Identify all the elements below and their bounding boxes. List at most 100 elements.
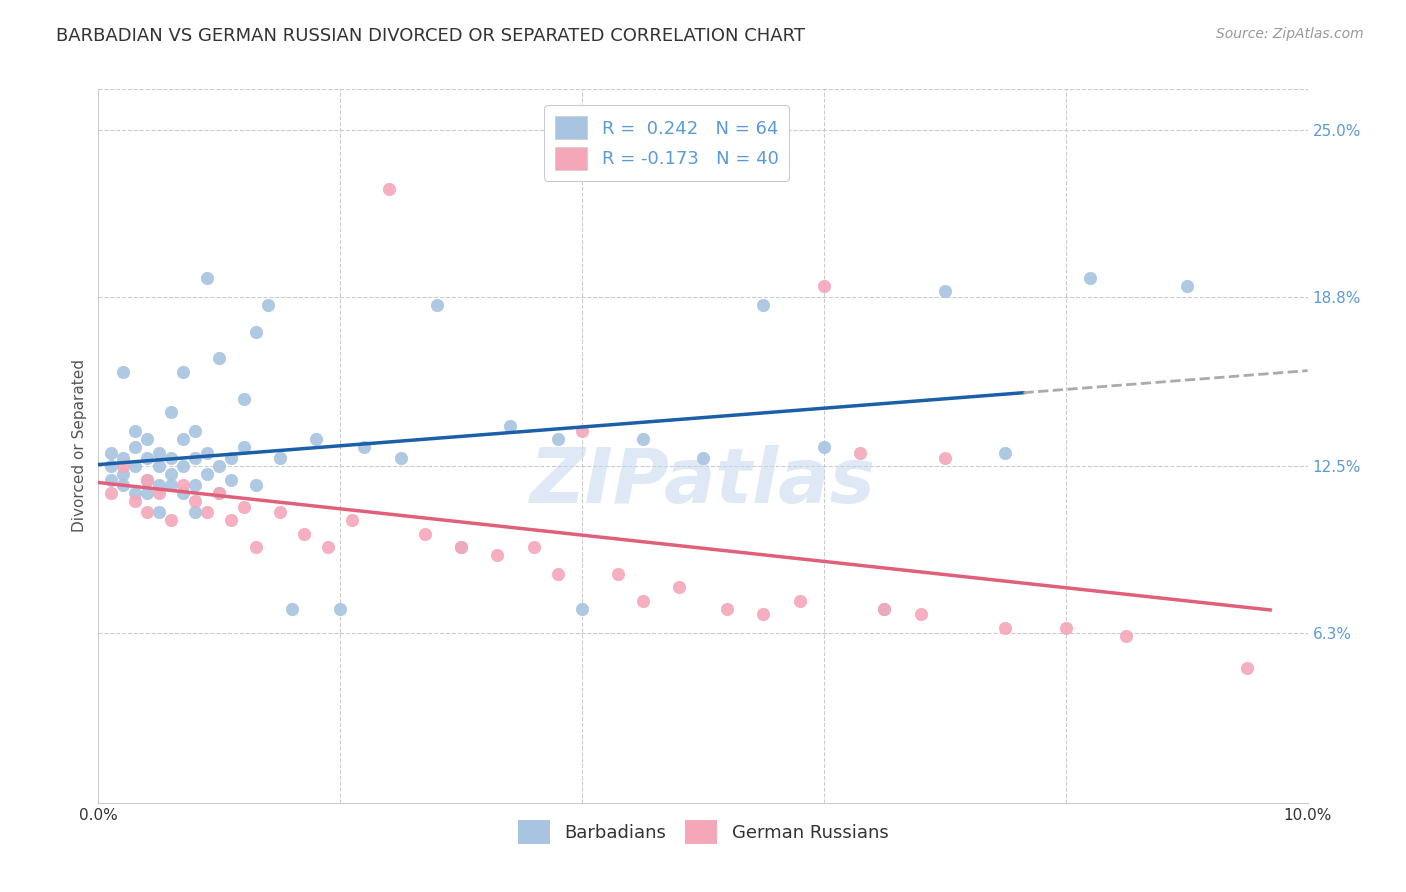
Point bbox=[426, 298, 449, 312]
Point bbox=[124, 441, 146, 455]
Point bbox=[245, 478, 267, 492]
Point bbox=[486, 548, 509, 562]
Point bbox=[100, 446, 122, 460]
Point bbox=[184, 424, 207, 438]
Point bbox=[934, 451, 956, 466]
Point bbox=[450, 540, 472, 554]
Point bbox=[135, 473, 157, 487]
Point bbox=[292, 526, 315, 541]
Point bbox=[571, 424, 593, 438]
Point bbox=[100, 459, 122, 474]
Point bbox=[184, 505, 207, 519]
Y-axis label: Divorced or Separated: Divorced or Separated bbox=[72, 359, 87, 533]
Point bbox=[547, 432, 569, 446]
Point bbox=[910, 607, 932, 622]
Point bbox=[269, 505, 291, 519]
Point bbox=[631, 594, 654, 608]
Point bbox=[148, 505, 170, 519]
Point bbox=[498, 418, 520, 433]
Point bbox=[148, 478, 170, 492]
Point bbox=[1078, 270, 1101, 285]
Point bbox=[111, 478, 134, 492]
Point bbox=[100, 486, 122, 500]
Point bbox=[413, 526, 436, 541]
Point bbox=[184, 451, 207, 466]
Point bbox=[221, 473, 243, 487]
Point bbox=[160, 405, 183, 419]
Point bbox=[208, 486, 231, 500]
Point bbox=[1175, 278, 1198, 293]
Point bbox=[160, 513, 183, 527]
Point bbox=[172, 432, 194, 446]
Point bbox=[752, 298, 775, 312]
Point bbox=[389, 451, 412, 466]
Point bbox=[172, 459, 194, 474]
Point bbox=[752, 607, 775, 622]
Point bbox=[232, 441, 254, 455]
Point bbox=[813, 441, 835, 455]
Point bbox=[523, 540, 546, 554]
Point bbox=[184, 478, 207, 492]
Point bbox=[994, 446, 1017, 460]
Point bbox=[232, 392, 254, 406]
Point bbox=[329, 602, 352, 616]
Point bbox=[195, 505, 218, 519]
Point bbox=[692, 451, 714, 466]
Point bbox=[148, 446, 170, 460]
Point bbox=[124, 424, 146, 438]
Point bbox=[256, 298, 278, 312]
Point bbox=[305, 432, 328, 446]
Legend: Barbadians, German Russians: Barbadians, German Russians bbox=[510, 814, 896, 851]
Text: BARBADIAN VS GERMAN RUSSIAN DIVORCED OR SEPARATED CORRELATION CHART: BARBADIAN VS GERMAN RUSSIAN DIVORCED OR … bbox=[56, 27, 806, 45]
Point bbox=[547, 566, 569, 581]
Point bbox=[111, 459, 134, 474]
Point bbox=[607, 566, 630, 581]
Point bbox=[668, 580, 690, 594]
Point bbox=[631, 432, 654, 446]
Point bbox=[111, 451, 134, 466]
Point bbox=[111, 365, 134, 379]
Point bbox=[100, 473, 122, 487]
Point bbox=[135, 451, 157, 466]
Point bbox=[450, 540, 472, 554]
Point bbox=[135, 473, 157, 487]
Point bbox=[172, 478, 194, 492]
Point bbox=[1054, 621, 1077, 635]
Text: ZIPatlas: ZIPatlas bbox=[530, 445, 876, 518]
Point bbox=[221, 451, 243, 466]
Point bbox=[135, 486, 157, 500]
Point bbox=[873, 602, 896, 616]
Point bbox=[195, 446, 218, 460]
Point bbox=[172, 486, 194, 500]
Point bbox=[208, 351, 231, 366]
Text: Source: ZipAtlas.com: Source: ZipAtlas.com bbox=[1216, 27, 1364, 41]
Point bbox=[124, 459, 146, 474]
Point bbox=[377, 182, 399, 196]
Point bbox=[148, 459, 170, 474]
Point bbox=[232, 500, 254, 514]
Point bbox=[208, 486, 231, 500]
Point bbox=[195, 270, 218, 285]
Point bbox=[245, 325, 267, 339]
Point bbox=[849, 446, 872, 460]
Point bbox=[353, 441, 375, 455]
Point bbox=[148, 486, 170, 500]
Point bbox=[135, 505, 157, 519]
Point bbox=[124, 494, 146, 508]
Point bbox=[934, 284, 956, 298]
Point bbox=[184, 494, 207, 508]
Point bbox=[1236, 661, 1258, 675]
Point bbox=[245, 540, 267, 554]
Point bbox=[160, 451, 183, 466]
Point bbox=[160, 478, 183, 492]
Point bbox=[873, 602, 896, 616]
Point bbox=[281, 602, 304, 616]
Point bbox=[208, 459, 231, 474]
Point bbox=[1115, 629, 1137, 643]
Point bbox=[111, 467, 134, 482]
Point bbox=[316, 540, 339, 554]
Point bbox=[221, 513, 243, 527]
Point bbox=[342, 513, 364, 527]
Point bbox=[195, 467, 218, 482]
Point bbox=[789, 594, 811, 608]
